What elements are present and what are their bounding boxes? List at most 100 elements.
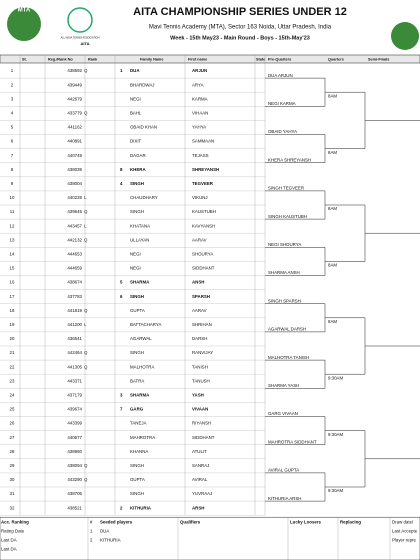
reg-no: 438674 (67, 280, 82, 285)
first-name: KAVYANSH (192, 223, 215, 228)
column-header: Semi-Finals (368, 58, 389, 62)
family-name: BAHL (130, 111, 142, 116)
reg-no: 443399 (67, 421, 82, 426)
first-name: ATULIT (192, 449, 207, 454)
family-name: KHATANA (130, 223, 150, 228)
reg-no: 442464 (67, 350, 82, 355)
seed-no: 1 (90, 528, 93, 533)
pre-quarter-winner: OBAID YAHYA (268, 129, 297, 134)
assoc-text: ALL INDIA TENNIS ASSOCIATION (61, 37, 100, 40)
reg-no: 444659 (67, 266, 82, 271)
footer-lucky: Lucky Loosers (290, 519, 322, 524)
aita-logo (67, 7, 93, 33)
row-no: 20 (10, 336, 15, 341)
entry: L (84, 322, 87, 327)
reg-no: 443371 (67, 378, 82, 383)
family-name: NEGI (130, 252, 141, 257)
row-no: 26 (10, 421, 15, 426)
match-time: 9:30AM (328, 432, 343, 437)
pre-quarter-winner: GARG VIVAAN (268, 411, 298, 416)
column-header: State (256, 58, 265, 62)
seed-name: DUA (100, 528, 109, 533)
assoc-short: AITA (80, 41, 89, 46)
footer (0, 516, 420, 560)
footer-player-rep: Player repre (392, 537, 416, 542)
entry: Q (84, 350, 88, 355)
reg-no: 442132 (67, 237, 82, 242)
footer-left: Last DA (1, 546, 17, 551)
family-name: KITHURIA (130, 505, 152, 510)
row-no: 8 (11, 167, 14, 172)
family-name: OBAID KHAN (130, 125, 157, 130)
seed: 7 (120, 407, 123, 412)
family-name: KHERA (130, 167, 146, 172)
row-no: 24 (10, 393, 15, 398)
row-no: 27 (10, 435, 15, 440)
pre-quarter-winner: SHARMA ANSH (268, 270, 300, 275)
row-no: 13 (10, 237, 15, 242)
first-name: SHOURYA (192, 252, 213, 257)
seed: 5 (120, 280, 123, 285)
reg-no: 441305 (67, 364, 82, 369)
first-name: AARAV (192, 237, 207, 242)
family-name: AGARWAL (130, 336, 152, 341)
pre-quarter-winner: NEGI KARMA (268, 101, 296, 106)
pre-quarter-winner: SHARMA YASH (268, 383, 299, 388)
first-name: VIKUNJ (192, 195, 208, 200)
row-no: 2 (11, 82, 14, 87)
reg-no: 439449 (67, 82, 82, 87)
entry: Q (84, 237, 88, 242)
reg-no: 440749 (67, 153, 82, 158)
family-name: BATTACHARYA (130, 322, 161, 327)
seed: 4 (120, 181, 123, 186)
first-name: VIVAAN (192, 407, 208, 412)
column-header: Pre-Quarters (268, 58, 291, 62)
first-name: YUVRAAJ (192, 491, 212, 496)
pre-quarter-winner: SINGH SPARSH (268, 298, 301, 303)
footer-last-accepted: Last Accepte (392, 528, 418, 533)
seed-name: KITHURIA (100, 537, 121, 542)
reg-no: 433779 (67, 111, 82, 116)
footer-replacing: Replacing (340, 519, 361, 524)
row-no: 31 (10, 491, 15, 496)
first-name: RIYANSH (192, 421, 211, 426)
reg-no: 437179 (67, 393, 82, 398)
first-name: SHREYANSH (192, 167, 219, 172)
row-no: 11 (10, 209, 15, 214)
row-no: 4 (11, 111, 14, 116)
entry: L (84, 223, 87, 228)
first-name: KARMA (192, 96, 208, 101)
row-no: 3 (11, 96, 14, 101)
column-header: Quarters (328, 58, 344, 62)
family-name: DAGAR (130, 153, 146, 158)
row-no: 32 (10, 505, 15, 510)
row-no: 22 (10, 364, 15, 369)
reg-no: 438521 (67, 505, 82, 510)
family-name: GARG (130, 407, 144, 412)
reg-no: 443457 (67, 223, 82, 228)
row-no: 15 (10, 266, 15, 271)
row-no: 1 (11, 68, 14, 73)
first-name: YAHYA (192, 125, 206, 130)
reg-no: 438592 (67, 68, 82, 73)
pre-quarter-winner: KITHURIA ARSH (268, 496, 301, 501)
family-name: BHARDWAJ (130, 82, 154, 87)
first-name: DARSH (192, 336, 207, 341)
column-header: Family Name (140, 58, 163, 62)
row-no: 6 (11, 139, 14, 144)
family-name: SHARMA (130, 393, 150, 398)
footer-left: Last DA (1, 537, 17, 542)
first-name: SPARSH (192, 294, 210, 299)
family-name: MAHROTRA (130, 435, 155, 440)
footer-left: Acc. Ranking (1, 519, 29, 524)
reg-no: 441819 (67, 308, 82, 313)
first-name: ANSH (192, 280, 204, 285)
footer-hash: # (90, 519, 93, 524)
reg-no: 440891 (67, 139, 82, 144)
column-header: Reg./Rank No (48, 58, 73, 62)
match-time: 8AM (328, 150, 337, 155)
match-time: 8AM (328, 263, 337, 268)
family-name: ULLAYAN (130, 237, 149, 242)
family-name: SINGH (130, 350, 144, 355)
